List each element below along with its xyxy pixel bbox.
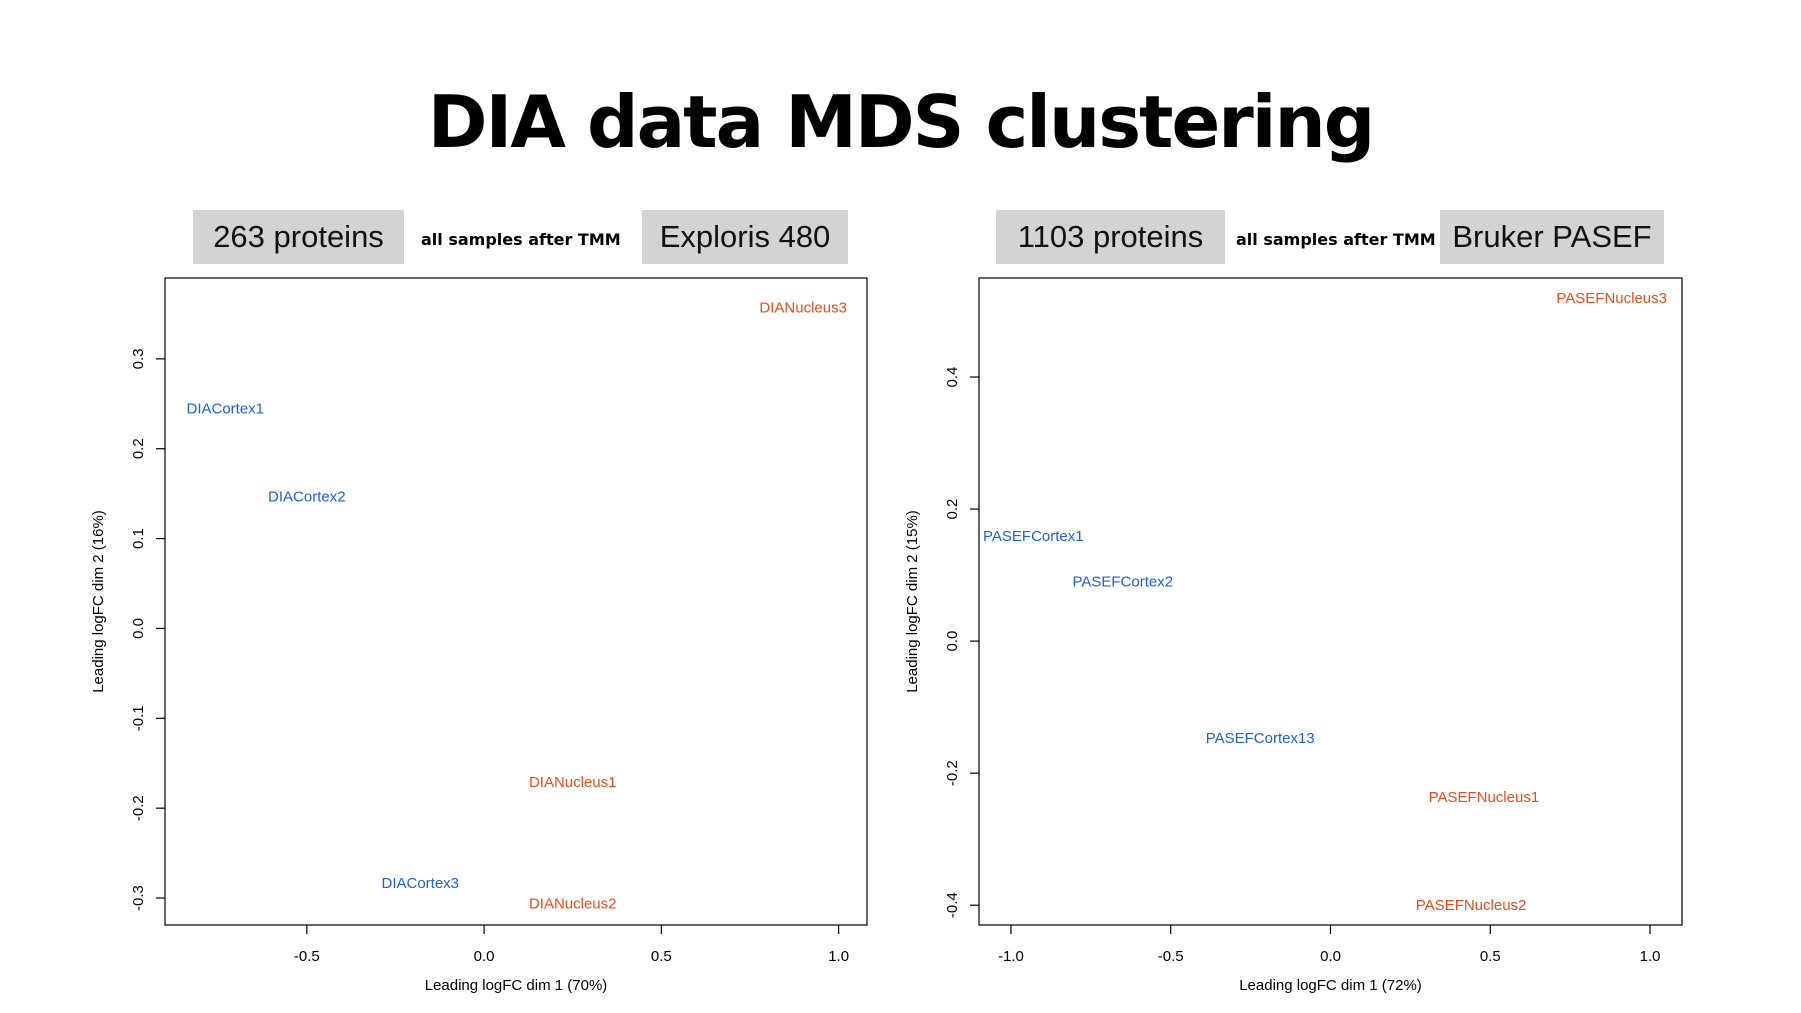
x-tick-label: 0.5 xyxy=(1480,948,1501,965)
y-tick-label: -0.2 xyxy=(130,795,147,821)
point-label-pasefnucleus3: PASEFNucleus3 xyxy=(1556,290,1667,307)
x-tick-label: -1.0 xyxy=(998,948,1024,965)
x-tick-label: 1.0 xyxy=(1640,948,1661,965)
y-tick-label: -0.2 xyxy=(944,760,961,786)
protein-count-badge-right: 1103 proteins xyxy=(996,210,1225,264)
y-tick-label: -0.4 xyxy=(944,892,961,918)
y-tick-label: 0.1 xyxy=(130,528,147,549)
x-tick-label: -0.5 xyxy=(294,948,320,965)
x-tick-label: 0.5 xyxy=(651,948,672,965)
x-tick-label: 0.0 xyxy=(1320,948,1341,965)
point-label-dianucleus2: DIANucleus2 xyxy=(529,895,617,912)
y-axis-label: Leading logFC dim 2 (15%) xyxy=(904,510,921,693)
x-axis-label: Leading logFC dim 1 (72%) xyxy=(1239,977,1422,994)
chart-1: -1.0 -0.5 0.0 0.5 1.0 -0.4 -0.2 0.0 0.2 0.4 Leadin… xyxy=(904,277,1683,994)
point-label-diacortex1: DIACortex1 xyxy=(187,400,265,417)
point-label-pasefcortex2: PASEFCortex2 xyxy=(1072,574,1173,591)
normalization-note-left: all samples after TMM xyxy=(421,230,621,249)
instrument-badge-left: Exploris 480 xyxy=(642,210,848,264)
y-tick-label: 0.0 xyxy=(944,631,961,652)
protein-count-badge-left: 263 proteins xyxy=(193,210,404,264)
y-tick-label: 0.2 xyxy=(944,499,961,520)
x-tick-label: 0.0 xyxy=(474,948,495,965)
chart-0: -0.5 0.0 0.5 1.0 -0.3 -0.2 -0.1 0.0 0.1 0.2 0.3 Lea… xyxy=(90,277,868,994)
y-tick-label: 0.0 xyxy=(130,618,147,639)
y-axis-label: Leading logFC dim 2 (16%) xyxy=(90,510,107,693)
point-label-pasefcortex13: PASEFCortex13 xyxy=(1206,730,1315,747)
x-tick-label: 1.0 xyxy=(828,948,849,965)
point-label-diacortex3: DIACortex3 xyxy=(382,875,460,892)
x-axis-label: Leading logFC dim 1 (70%) xyxy=(425,977,608,994)
x-tick-label: -0.5 xyxy=(1158,948,1184,965)
y-tick-label: 0.3 xyxy=(130,348,147,369)
point-label-pasefnucleus2: PASEFNucleus2 xyxy=(1416,897,1527,914)
y-tick-label: 0.2 xyxy=(130,438,147,459)
normalization-note-right: all samples after TMM xyxy=(1236,230,1436,249)
point-label-dianucleus1: DIANucleus1 xyxy=(529,774,617,791)
y-tick-label: -0.3 xyxy=(130,885,147,911)
plot-frame xyxy=(164,277,868,926)
point-label-pasefcortex1: PASEFCortex1 xyxy=(983,528,1084,545)
y-tick-label: 0.4 xyxy=(944,367,961,388)
point-label-dianucleus3: DIANucleus3 xyxy=(759,300,847,317)
point-label-diacortex2: DIACortex2 xyxy=(268,488,346,505)
instrument-badge-right: Bruker PASEF xyxy=(1440,210,1664,264)
plot-frame xyxy=(978,277,1683,926)
point-label-pasefnucleus1: PASEFNucleus1 xyxy=(1429,789,1540,806)
page-title: DIA data MDS clustering xyxy=(427,80,1376,164)
y-tick-label: -0.1 xyxy=(130,705,147,731)
